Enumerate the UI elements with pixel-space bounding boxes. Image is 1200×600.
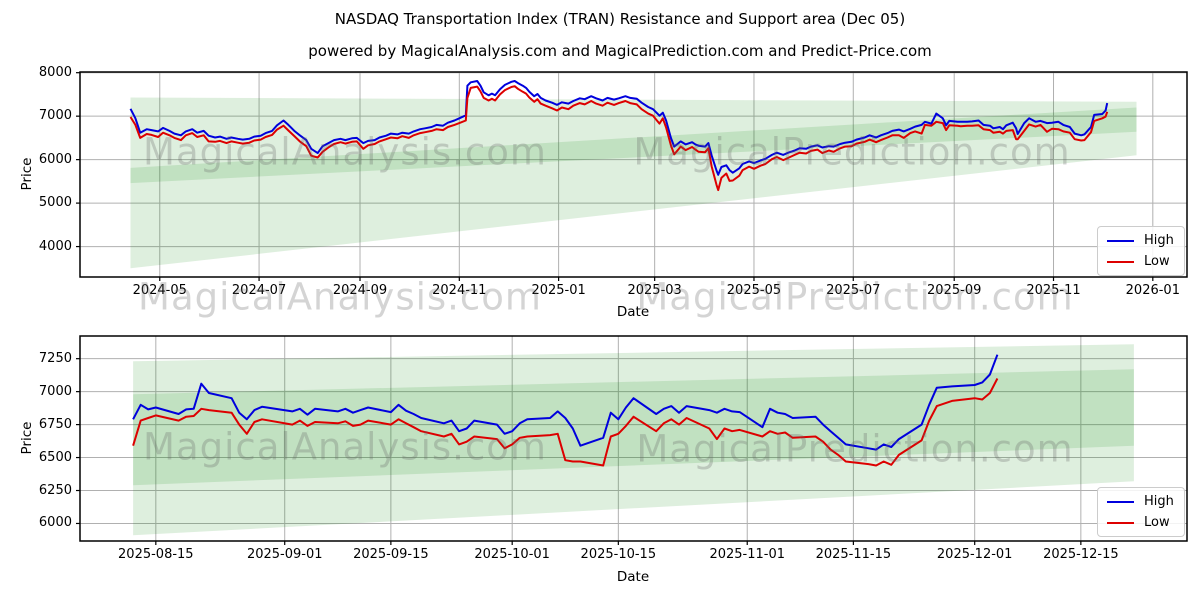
high-line xyxy=(132,354,999,451)
legend-entry-high: High xyxy=(1107,494,1174,509)
x-tick-label: 2024-05 xyxy=(132,283,187,298)
y-tick-label: 6000 xyxy=(38,151,72,167)
x-tick-label: 2024-07 xyxy=(231,283,287,298)
chart-subtitle: powered by MagicalAnalysis.com and Magic… xyxy=(308,42,932,60)
high-line-swatch xyxy=(1107,239,1134,242)
low-line-swatch xyxy=(1107,521,1134,524)
legend-label-low: Low xyxy=(1144,254,1170,269)
x-tick-label: 2025-01 xyxy=(531,283,586,298)
support-resistance-band xyxy=(130,97,1137,184)
chart-title: NASDAQ Transportation Index (TRAN) Resis… xyxy=(334,10,906,28)
support-resistance-band xyxy=(130,107,1137,269)
support-resistance-band xyxy=(133,369,1134,536)
y-tick-label: 7000 xyxy=(38,383,72,399)
top-y-axis-label: Price xyxy=(19,157,35,191)
high-line-swatch xyxy=(1107,500,1134,503)
y-tick-label: 7000 xyxy=(38,108,72,124)
legend-label-high: High xyxy=(1144,233,1174,248)
high-line xyxy=(129,80,1109,176)
x-tick-label: 2024-11 xyxy=(432,283,487,298)
x-tick-label: 2025-05 xyxy=(726,283,782,298)
y-tick-label: 6000 xyxy=(38,515,72,531)
bottom-x-axis-label: Date xyxy=(616,569,650,585)
low-line xyxy=(132,378,999,467)
x-tick-label: 2025-03 xyxy=(627,283,682,298)
x-tick-label: 2025-12-01 xyxy=(936,547,1013,562)
x-tick-label: 2025-09 xyxy=(927,283,982,298)
x-tick-label: 2025-11 xyxy=(1026,283,1081,298)
bottom-chart-plot-area xyxy=(76,335,1188,545)
x-tick-label: 2025-09-15 xyxy=(353,547,429,562)
x-tick-label: 2026-01 xyxy=(1125,283,1180,298)
y-tick-label: 6250 xyxy=(38,482,72,498)
low-line xyxy=(129,85,1109,192)
y-tick-label: 6750 xyxy=(38,416,72,432)
bottom-y-axis-label: Price xyxy=(19,421,35,455)
y-tick-label: 7250 xyxy=(38,350,72,366)
y-tick-label: 8000 xyxy=(38,64,72,80)
x-tick-label: 2025-12-15 xyxy=(1043,547,1119,562)
top-x-axis-label: Date xyxy=(616,304,650,320)
y-tick-label: 6500 xyxy=(38,449,72,465)
low-line-swatch xyxy=(1107,260,1134,263)
support-resistance-band xyxy=(133,344,1134,486)
legend-entry-low: Low xyxy=(1107,254,1174,269)
x-tick-label: 2025-10-15 xyxy=(580,547,657,562)
x-tick-label: 2025-07 xyxy=(826,283,881,298)
axes-spines xyxy=(79,335,1188,542)
top-chart-plot-area xyxy=(76,71,1188,281)
legend-label-low: Low xyxy=(1144,515,1170,530)
axes-spines xyxy=(79,71,1188,278)
top-chart-legend: High Low xyxy=(1097,226,1185,276)
x-tick-label: 2025-11-15 xyxy=(815,547,892,562)
x-tick-label: 2024-09 xyxy=(332,283,388,298)
y-tick-label: 4000 xyxy=(38,238,72,254)
legend-entry-low: Low xyxy=(1107,515,1174,530)
bottom-chart-legend: High Low xyxy=(1097,487,1185,537)
legend-entry-high: High xyxy=(1107,233,1174,248)
x-tick-label: 2025-11-01 xyxy=(709,547,785,562)
x-tick-label: 2025-10-01 xyxy=(474,547,550,562)
legend-label-high: High xyxy=(1144,494,1174,509)
y-tick-label: 5000 xyxy=(38,195,72,211)
x-tick-label: 2025-08-15 xyxy=(118,547,194,562)
x-tick-label: 2025-09-01 xyxy=(246,547,323,562)
